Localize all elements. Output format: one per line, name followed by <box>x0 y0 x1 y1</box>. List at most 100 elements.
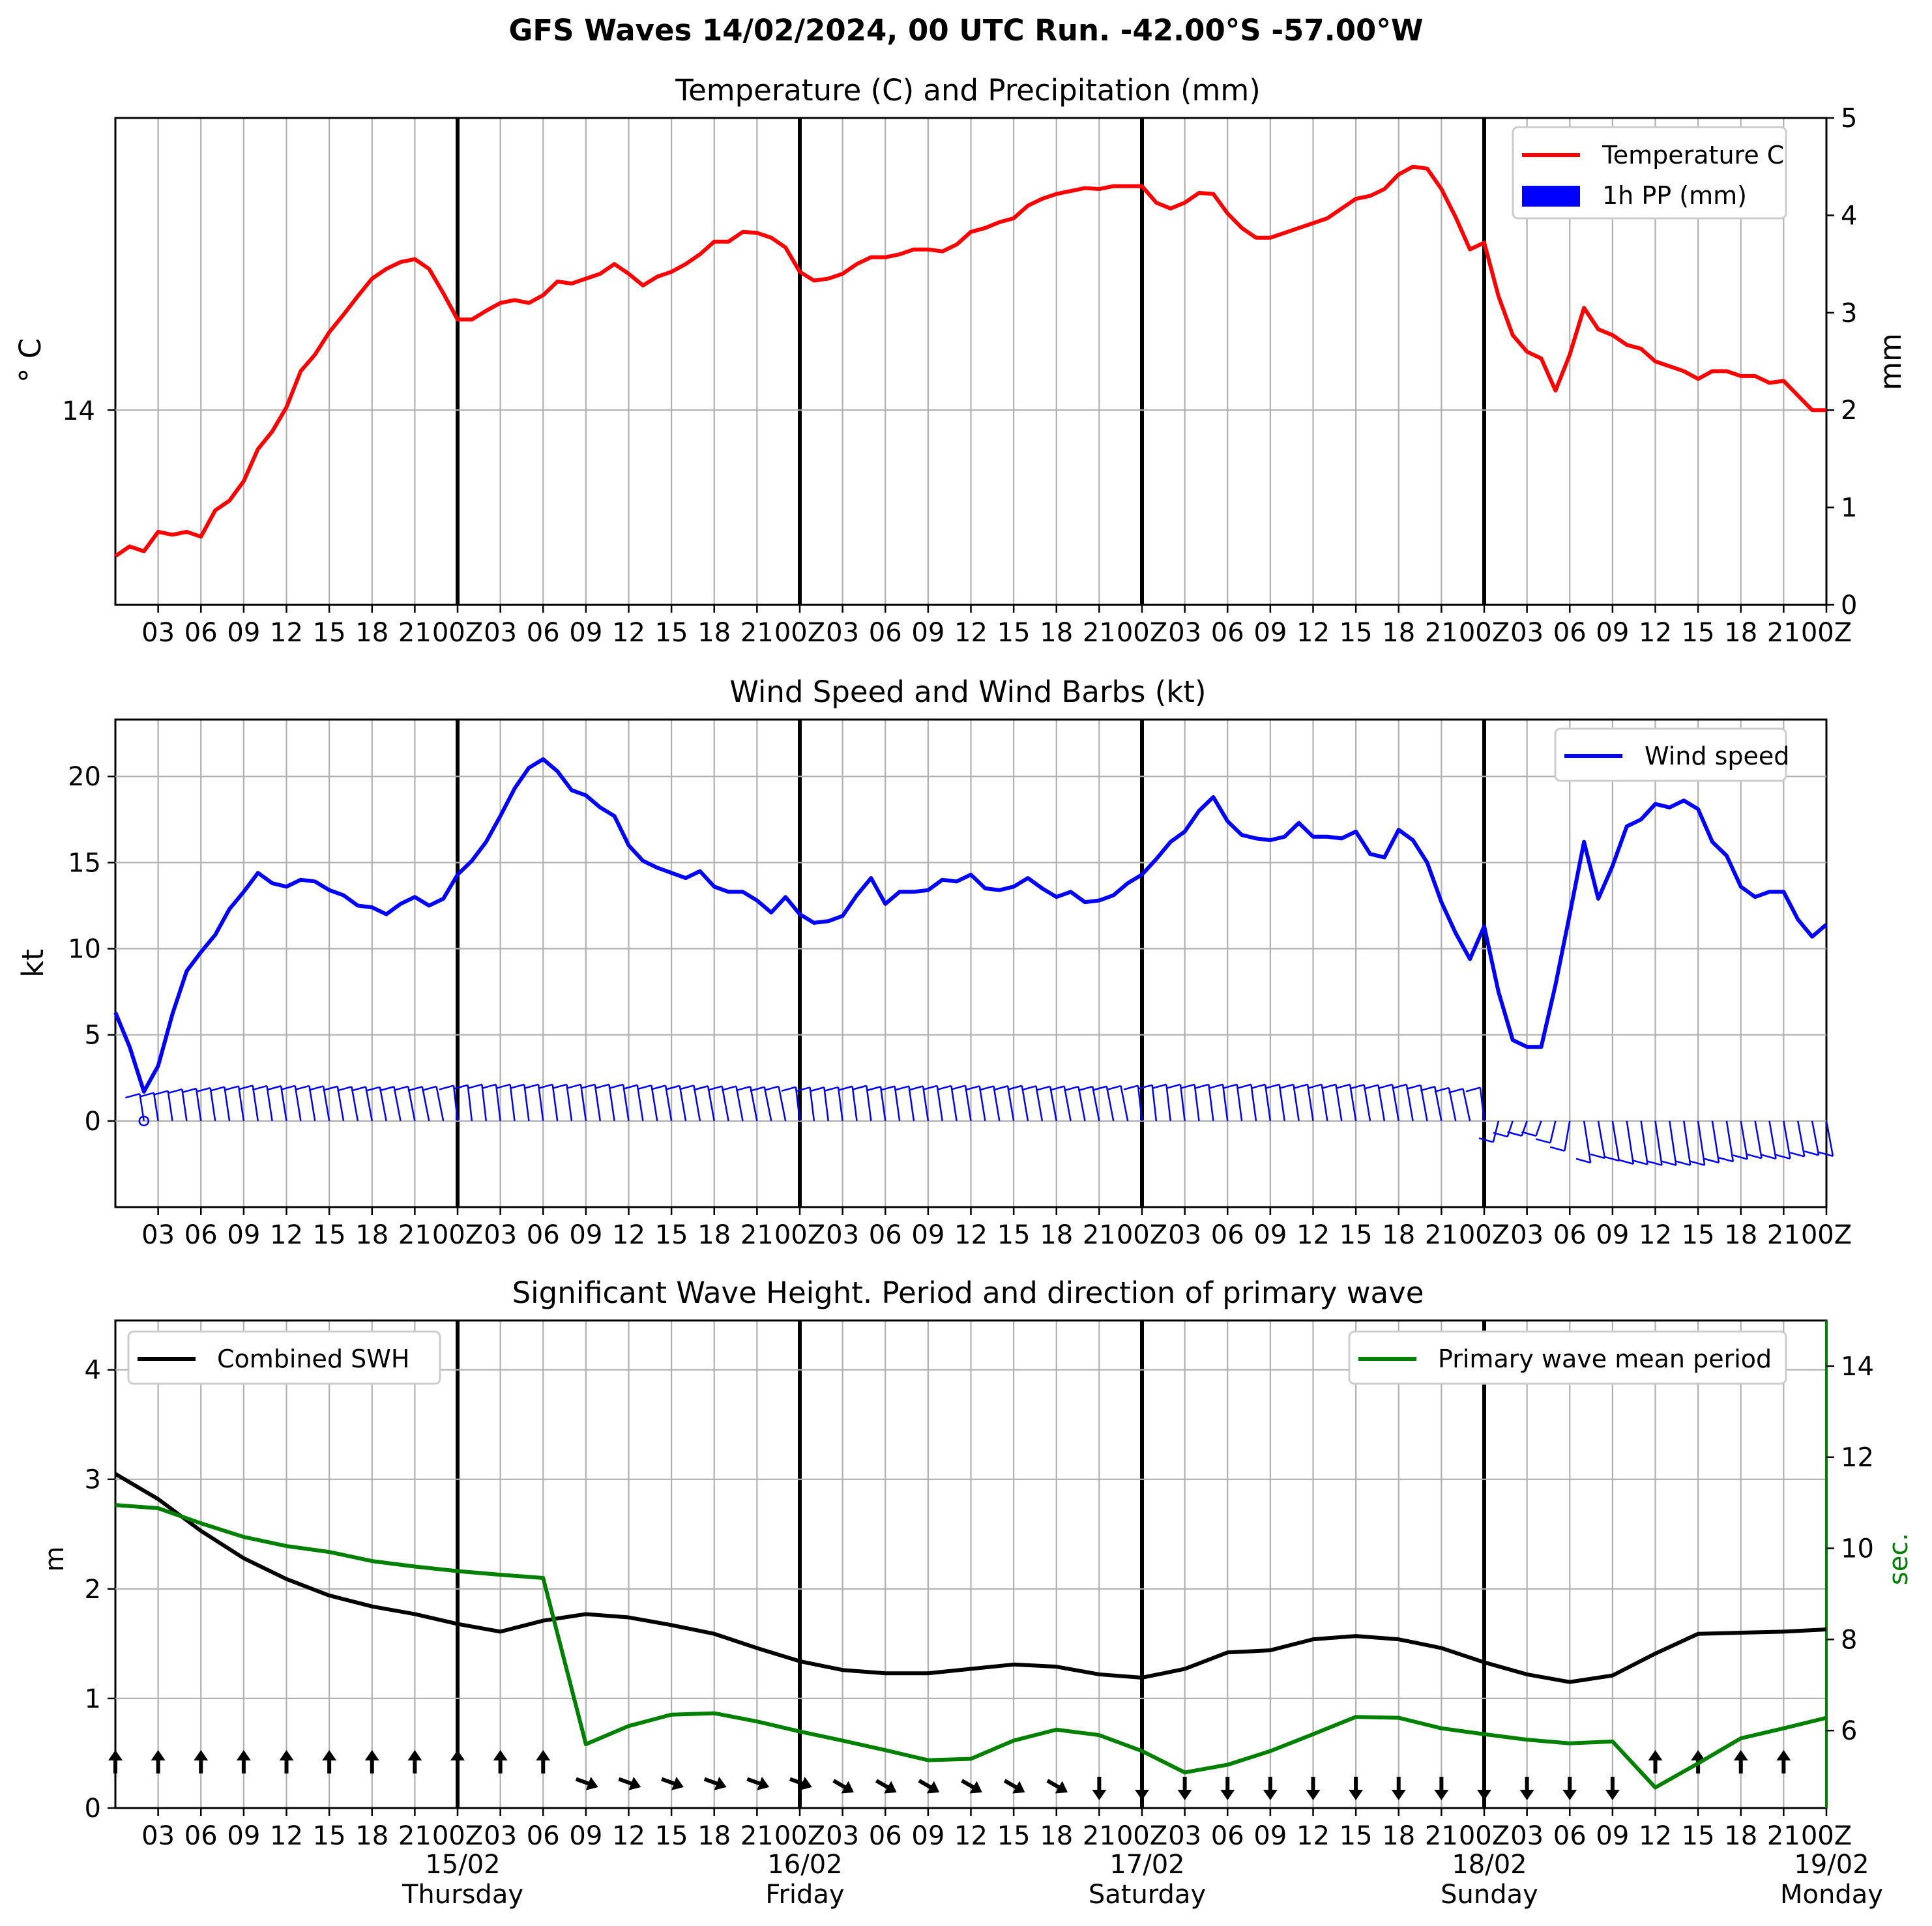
wind-barb <box>280 1086 287 1122</box>
weekday-label: Sunday <box>1441 1880 1538 1910</box>
wind-barb <box>266 1085 273 1122</box>
wind-barb-flag <box>637 1084 652 1090</box>
temperature-xtick-label: 21 <box>398 618 432 648</box>
temperature-xtick-label: 12 <box>270 618 303 648</box>
calm-wind-circle <box>138 1115 149 1127</box>
wind-barb-flag <box>651 1085 666 1090</box>
wind-barb <box>252 1085 259 1122</box>
wind-barb <box>894 1086 901 1122</box>
wave-direction-arrowhead <box>1733 1750 1748 1773</box>
wind-barb-flag <box>168 1088 183 1094</box>
wave-direction-arrow <box>194 1750 209 1773</box>
wave-xtick-label: 09 <box>1596 1821 1629 1851</box>
wind-barb-flag <box>139 1092 154 1098</box>
wave-direction-arrow <box>918 1779 940 1794</box>
wind-barb-flag <box>1507 1131 1522 1137</box>
wind-barb <box>622 1084 630 1122</box>
wind-barb <box>1683 1120 1691 1165</box>
wind-barb-flag <box>1123 1085 1139 1090</box>
wind-barb-flag <box>308 1085 324 1091</box>
wind-xtick-label: 09 <box>569 1220 602 1250</box>
wind-barb <box>379 1087 387 1122</box>
wind-barb <box>1640 1120 1648 1165</box>
wind-xtick-label: 12 <box>1296 1220 1330 1250</box>
wind-xtick-label: 18 <box>697 1220 731 1250</box>
wind-barb <box>1278 1084 1285 1122</box>
wind-barb <box>1433 1086 1442 1122</box>
wind-barb <box>608 1084 615 1122</box>
date-label: 15/02 <box>425 1850 500 1880</box>
period-y2tick-label: 10 <box>1841 1534 1874 1564</box>
wind-xtick-label: 03 <box>1510 1220 1544 1250</box>
wind-xtick-label: 21 <box>1425 1220 1458 1250</box>
wind-xtick-label: 12 <box>954 1220 988 1250</box>
wind-barb-flag <box>1549 1146 1565 1152</box>
wave-direction-arrow <box>1434 1777 1449 1800</box>
wind-barb-flag <box>1349 1084 1365 1090</box>
wind-xtick-label: 03 <box>826 1220 859 1250</box>
wind-barb <box>1021 1085 1029 1122</box>
wind-barb <box>823 1087 829 1121</box>
wind-barb-flag <box>1208 1083 1223 1090</box>
wind-barb-flag <box>1077 1085 1093 1092</box>
wave-direction-arrow <box>364 1750 379 1773</box>
wave-direction-arrowhead <box>1477 1777 1491 1800</box>
wind-barb-flag <box>467 1083 482 1090</box>
period-y2tick-label: 12 <box>1841 1443 1874 1473</box>
wind-barb-flag <box>1478 1137 1494 1143</box>
wind-barb <box>1137 1085 1143 1121</box>
wind-barb-flag <box>481 1083 497 1090</box>
precip-legend-swatch <box>1522 186 1580 207</box>
wind-xtick-label: 03 <box>484 1220 517 1250</box>
wave-direction-arrow <box>1519 1777 1534 1800</box>
wind-xtick-label: 18 <box>1724 1220 1757 1250</box>
wind-xtick-label: 18 <box>1382 1220 1415 1250</box>
wind-barb <box>795 1087 801 1121</box>
wind-barb-flag <box>1007 1085 1023 1090</box>
wind-barb-flag <box>1064 1085 1079 1092</box>
temperature-xtick-label: 15 <box>997 618 1031 648</box>
wave-direction-arrow <box>1263 1777 1278 1800</box>
wind-barb <box>1391 1084 1399 1122</box>
wind-xtick-label: 15 <box>655 1220 688 1250</box>
wave-xtick-label: 12 <box>1296 1821 1330 1851</box>
wind-barb <box>167 1090 173 1122</box>
wind-speed-panel: 03 06 09 12 15 18 21 00Z 03 06 09 12 15 18 21 00Z 03 06 09… <box>68 718 1852 1250</box>
wind-barb-flag <box>365 1086 381 1092</box>
temperature-panel-title: Temperature (C) and Precipitation (mm) <box>675 73 1261 108</box>
wind-barb-flag <box>1804 1150 1819 1156</box>
wind-barb-flag <box>153 1090 169 1096</box>
wind-ytick-label: 5 <box>85 1021 101 1051</box>
wind-barb <box>1697 1120 1706 1165</box>
wave-direction-arrowhead <box>961 1779 982 1794</box>
wind-barb <box>679 1085 687 1122</box>
temperature-xtick-label: 03 <box>1168 618 1201 648</box>
date-label: 17/02 <box>1109 1850 1184 1880</box>
wind-barb <box>1420 1085 1428 1122</box>
wind-xtick-label: 21 <box>1083 1220 1116 1250</box>
wind-barb <box>1363 1085 1371 1122</box>
wind-barb-flag <box>1377 1083 1393 1090</box>
wind-xtick-label: 00Z <box>1117 1220 1167 1250</box>
precip-y2tick-label: 0 <box>1841 591 1857 620</box>
wave-xtick-label: 00Z <box>1801 1821 1852 1851</box>
wind-barb-flag <box>1392 1083 1407 1090</box>
wind-barb-flag <box>266 1085 282 1091</box>
wave-direction-arrow <box>1092 1777 1107 1800</box>
wind-barb-flag <box>993 1085 1008 1091</box>
wave-xtick-label: 03 <box>141 1821 175 1851</box>
wind-barb <box>1006 1086 1015 1122</box>
wind-barb <box>467 1085 473 1121</box>
wind-barb-flag <box>1434 1087 1450 1093</box>
wind-barb-flag <box>1035 1085 1051 1092</box>
wind-barb <box>1740 1120 1748 1160</box>
wave-direction-arrowhead <box>194 1750 209 1773</box>
temperature-xtick-label: 18 <box>1724 618 1757 648</box>
wave-xtick-label: 15 <box>313 1821 346 1851</box>
temperature-xtick-label: 00Z <box>774 618 825 648</box>
wind-barb-flag <box>1137 1084 1153 1090</box>
wind-barb-flag <box>210 1086 225 1092</box>
wave-direction-arrow <box>1562 1777 1577 1800</box>
wave-xtick-label: 00Z <box>774 1821 825 1851</box>
wave-direction-arrowhead <box>279 1750 294 1773</box>
